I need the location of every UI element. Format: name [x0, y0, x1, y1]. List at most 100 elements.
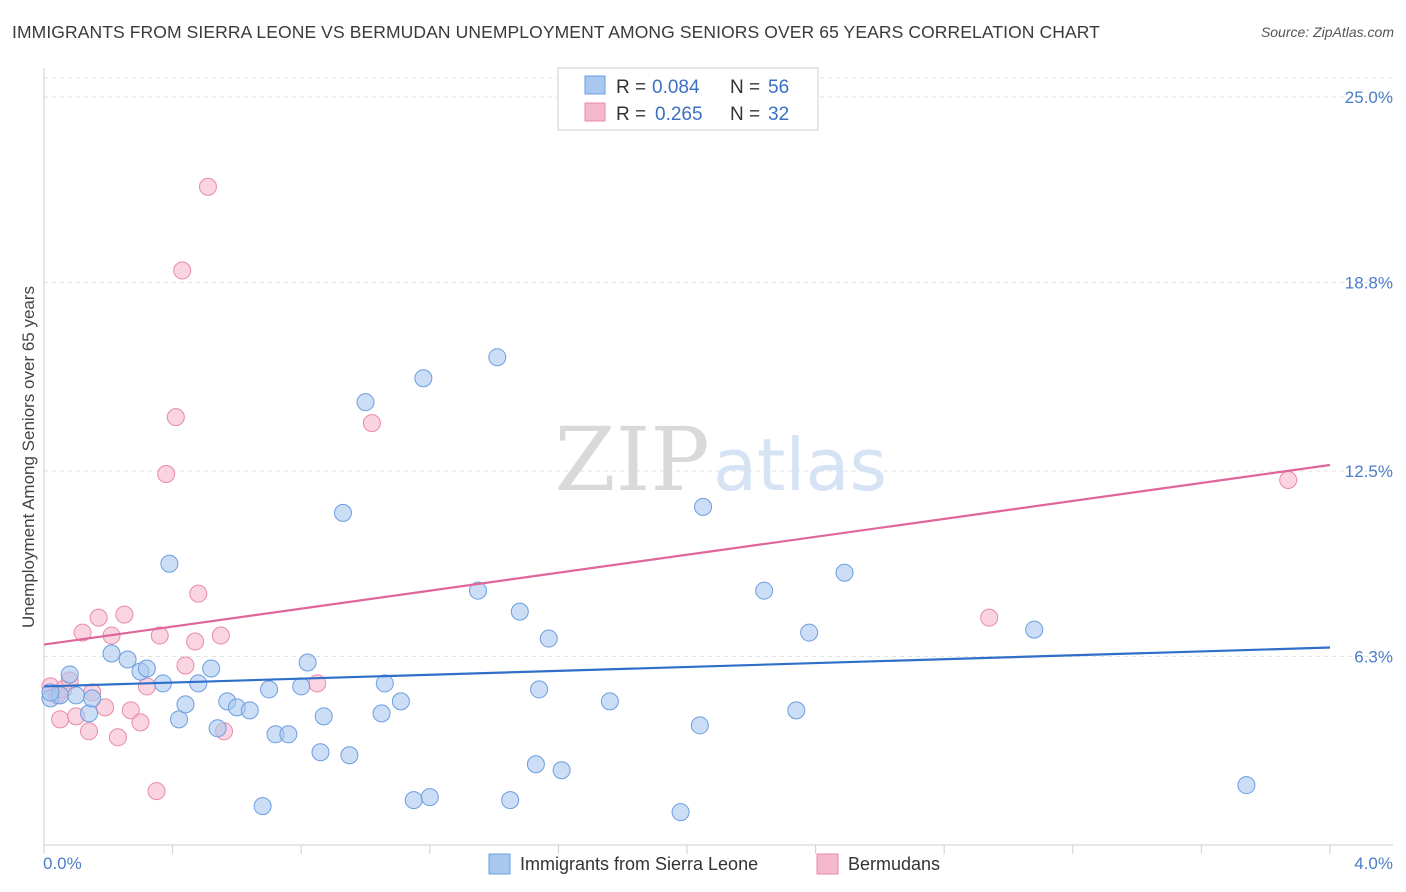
- blue-trend-line: [43, 646, 1331, 688]
- blue-point-37: [469, 581, 488, 600]
- legend-swatch-blue: [584, 75, 606, 95]
- pink-point-17: [150, 626, 169, 645]
- blue-point-3: [67, 686, 86, 705]
- blue-point-12: [170, 710, 189, 729]
- pink-point-9: [96, 698, 115, 717]
- pink-point-12: [115, 605, 134, 624]
- blue-point-51: [800, 623, 819, 642]
- axes: [43, 68, 1393, 854]
- blue-point-29: [340, 746, 359, 765]
- legend-n-label-2: N =: [730, 104, 765, 125]
- pink-point-18: [157, 464, 176, 483]
- blue-point-11: [160, 554, 179, 573]
- blue-point-32: [375, 674, 394, 693]
- pink-point-8: [89, 608, 108, 627]
- blue-point-52: [835, 563, 854, 582]
- blue-point-40: [510, 602, 529, 621]
- blue-point-53: [1025, 620, 1044, 639]
- legend-n-value-2: 32: [768, 104, 789, 125]
- blue-point-23: [279, 725, 298, 744]
- blue-point-55: [41, 683, 60, 702]
- pink-point-30: [1279, 470, 1298, 489]
- pink-point-16: [147, 782, 166, 801]
- blue-point-39: [501, 791, 520, 810]
- blue-point-46: [671, 803, 690, 822]
- blue-point-4: [80, 704, 99, 723]
- pink-point-6: [80, 722, 99, 741]
- x-tick-label-min: 0.0%: [43, 854, 82, 873]
- blue-point-9: [137, 659, 156, 678]
- pink-point-13: [121, 701, 140, 720]
- pink-point-20: [173, 261, 192, 280]
- blue-point-50: [787, 701, 806, 720]
- blue-point-24: [292, 677, 311, 696]
- series-sierra-leone: [41, 348, 1256, 822]
- blue-point-15: [202, 659, 221, 678]
- y-axis-label: Unemployment Among Seniors over 65 years: [19, 286, 38, 628]
- blue-point-13: [176, 695, 195, 714]
- y-tick-label-2: 18.8%: [1345, 274, 1393, 293]
- legend-box: R = 0.084 N = 56 R = 0.265 N = 32: [557, 67, 819, 131]
- pink-point-25: [211, 626, 230, 645]
- legend-r-value-1: 0.084: [652, 77, 700, 98]
- blue-point-36: [420, 788, 439, 807]
- bottom-legend-label-pink: Bermudans: [848, 854, 940, 874]
- pink-point-11: [108, 728, 127, 747]
- blue-point-28: [333, 503, 352, 522]
- source-label: Source: ZipAtlas.com: [1260, 24, 1394, 40]
- pink-point-28: [362, 414, 381, 433]
- pink-point-19: [166, 408, 185, 427]
- legend-n-label-1: N =: [730, 77, 765, 98]
- y-tick-labels: 6.3% 12.5% 18.8% 25.0%: [1345, 88, 1393, 667]
- blue-point-48: [694, 497, 713, 516]
- blue-point-25: [298, 653, 317, 672]
- blue-point-7: [118, 650, 137, 669]
- blue-point-42: [530, 680, 549, 699]
- pink-point-29: [980, 608, 999, 627]
- pink-point-24: [198, 177, 217, 196]
- pink-point-15: [137, 677, 156, 696]
- pink-point-23: [189, 584, 208, 603]
- pink-point-22: [186, 632, 205, 651]
- pink-point-21: [176, 656, 195, 675]
- pink-point-14: [131, 713, 150, 732]
- blue-point-33: [391, 692, 410, 711]
- legend-r-label-1: R =: [616, 77, 651, 98]
- blue-point-30: [356, 393, 375, 412]
- blue-point-6: [102, 644, 121, 663]
- grid-lines: [44, 77, 1393, 658]
- pink-point-5: [73, 623, 92, 642]
- y-tick-label-0: 6.3%: [1354, 648, 1393, 667]
- blue-point-2: [60, 665, 79, 684]
- bottom-legend-swatch-pink: [816, 853, 839, 875]
- x-tick-label-max: 4.0%: [1354, 854, 1393, 873]
- pink-trend-line: [43, 463, 1331, 646]
- blue-point-49: [755, 581, 774, 600]
- legend-n-value-1: 56: [768, 77, 789, 98]
- blue-point-14: [189, 674, 208, 693]
- blue-point-35: [414, 369, 433, 388]
- legend-r-label-2: R =: [616, 104, 651, 125]
- watermark-atlas: atlas: [713, 423, 887, 507]
- blue-point-47: [690, 716, 709, 735]
- blue-point-16: [208, 719, 227, 738]
- watermark-zip: ZIP: [554, 408, 709, 511]
- bottom-legend-label-blue: Immigrants from Sierra Leone: [520, 854, 758, 874]
- blue-point-20: [253, 797, 272, 816]
- blue-point-38: [488, 348, 507, 367]
- blue-point-44: [552, 761, 571, 780]
- blue-point-43: [539, 629, 558, 648]
- y-tick-label-1: 12.5%: [1345, 462, 1393, 481]
- blue-point-26: [311, 743, 330, 762]
- blue-point-41: [526, 755, 545, 774]
- blue-point-19: [240, 701, 259, 720]
- blue-point-34: [404, 791, 423, 810]
- bottom-legend-swatch-blue: [488, 853, 511, 875]
- y-tick-label-3: 25.0%: [1345, 88, 1393, 107]
- legend-swatch-pink: [584, 102, 606, 122]
- trend-lines: [43, 463, 1331, 688]
- blue-point-5: [83, 689, 102, 708]
- legend-r-value-2: 0.265: [655, 104, 703, 125]
- bottom-legend: Immigrants from Sierra Leone Bermudans: [488, 853, 940, 875]
